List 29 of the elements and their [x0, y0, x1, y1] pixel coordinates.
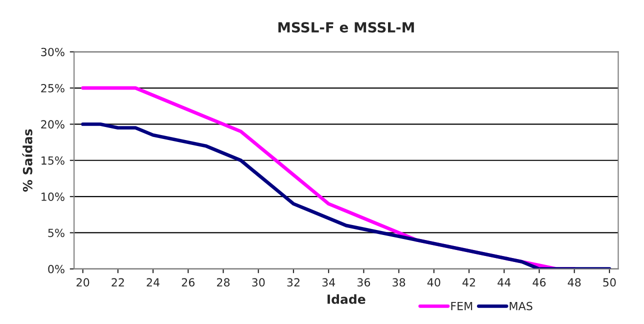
x-tick-label: 32 [287, 278, 300, 287]
x-tick-label: 50 [603, 278, 616, 287]
x-tick-label: 24 [146, 278, 160, 286]
legend-label: FEM [451, 302, 472, 310]
y-axis-title: % Saídas [22, 129, 32, 192]
y-tick-label: 0% [48, 264, 64, 274]
line-series [81, 122, 612, 269]
x-tick-label: 38 [392, 278, 406, 287]
y-tick-label: 20% [41, 120, 64, 129]
y-tick-label: 5% [48, 228, 64, 238]
x-tick-label: 28 [217, 278, 230, 287]
x-tick-label: 30 [252, 278, 265, 287]
y-tick-label: 10% [42, 192, 64, 201]
x-tick-label: 26 [182, 278, 195, 287]
y-tick-label: 15% [42, 156, 64, 165]
x-tick-label: 46 [532, 278, 546, 287]
x-tick-label: 42 [462, 278, 475, 286]
x-tick-label: 20 [76, 278, 90, 287]
chart-title: MSSL-F e MSSL-M [278, 22, 414, 33]
x-tick-label: 44 [498, 278, 511, 286]
x-tick-label: 36 [357, 278, 370, 287]
x-tick-label: 34 [322, 278, 336, 287]
legend-label: MAS [510, 302, 532, 310]
x-tick-label: 40 [427, 278, 440, 287]
y-tick-label: 25% [41, 84, 64, 92]
x-axis-title: Idade [328, 294, 366, 304]
x-tick-label: 48 [568, 278, 581, 287]
x-tick-label: 22 [112, 278, 124, 286]
y-tick-label: 30% [41, 48, 64, 56]
